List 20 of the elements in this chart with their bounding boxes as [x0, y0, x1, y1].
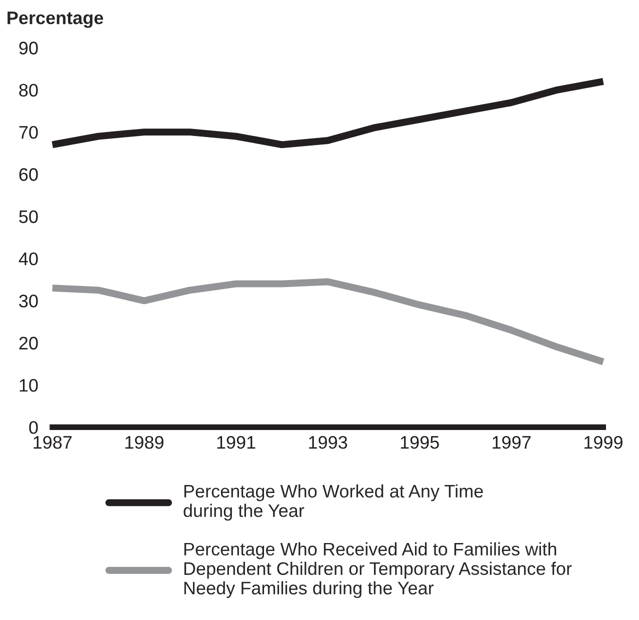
x-tick-label: 1991 — [217, 436, 256, 449]
y-tick-label: 10 — [20, 378, 38, 392]
y-tick-label: 90 — [19, 42, 38, 54]
x-tick-label: 1987 — [34, 436, 72, 449]
y-tick-label: 80 — [19, 84, 38, 97]
y-tick-label: 60 — [19, 168, 38, 181]
y-tick-label: 70 — [19, 126, 38, 139]
y-tick-label: 50 — [19, 210, 38, 224]
legend-label: Percentage Who Worked at Any Time during the Year — [184, 484, 483, 521]
y-tick-label: 40 — [18, 252, 38, 266]
legend-label: Percentage Who Received Aid to Families with Dependent Children or Temporary Assistance for Needy Families during the Year — [184, 542, 572, 598]
x-tick-label: 1999 — [584, 436, 622, 449]
x-tick-label: 1997 — [492, 436, 531, 449]
y-axis-title: Percentage — [8, 12, 104, 28]
x-tick-label: 1993 — [309, 436, 348, 449]
y-tick-label: 20 — [19, 336, 38, 350]
y-tick-label: 30 — [19, 294, 38, 308]
x-tick-label: 1995 — [400, 436, 439, 449]
y-tick-label: 0 — [29, 421, 38, 434]
x-tick-label: 1989 — [125, 436, 164, 449]
